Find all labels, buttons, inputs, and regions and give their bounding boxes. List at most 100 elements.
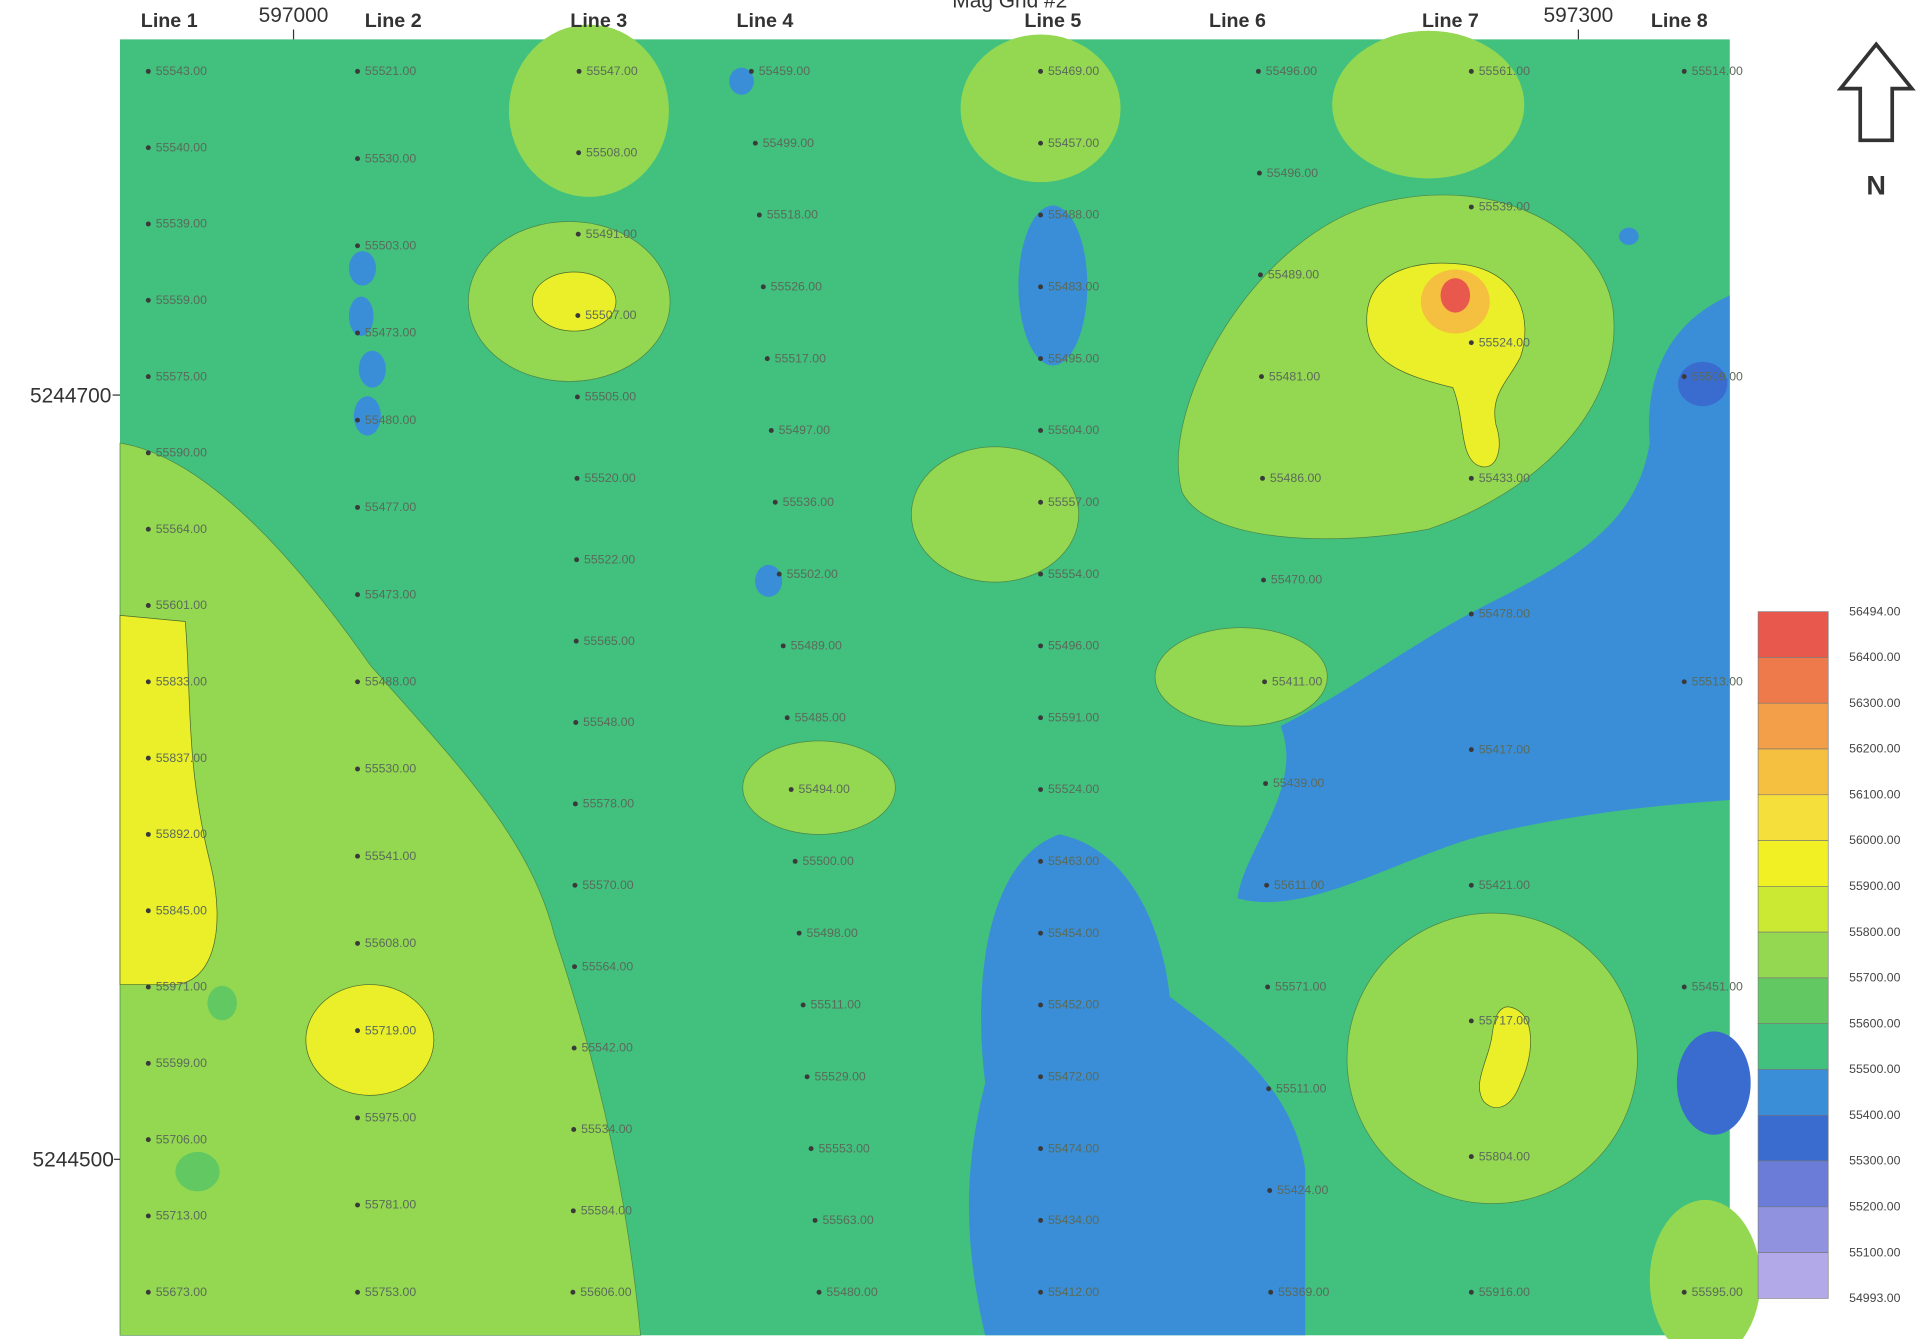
station-point	[1469, 612, 1474, 617]
station-point	[1038, 1003, 1043, 1008]
station-point	[1469, 205, 1474, 210]
station-reading: 55524.00	[1048, 782, 1099, 796]
contour-zone	[911, 447, 1078, 582]
station-reading: 55511.00	[811, 998, 862, 1012]
station-point	[146, 756, 151, 761]
station-point	[817, 1290, 822, 1295]
line-label: Line 8	[1651, 10, 1708, 32]
station-point	[781, 643, 786, 648]
station-point	[749, 69, 754, 74]
station-reading: 55369.00	[1278, 1285, 1329, 1299]
station-reading: 55529.00	[814, 1069, 865, 1083]
station-reading: 55489.00	[791, 639, 842, 653]
legend-label: 55400.00	[1849, 1108, 1900, 1122]
station-point	[355, 1203, 360, 1208]
station-point	[1682, 374, 1687, 379]
station-reading: 55548.00	[583, 715, 634, 729]
station-point	[1469, 340, 1474, 345]
station-point	[1038, 428, 1043, 433]
station-point	[765, 356, 770, 361]
station-reading: 55557.00	[1048, 495, 1099, 509]
station-point	[1259, 374, 1264, 379]
station-point	[146, 832, 151, 837]
station-point	[575, 313, 580, 318]
station-reading: 55498.00	[807, 926, 858, 940]
station-point	[146, 1061, 151, 1066]
station-point	[1682, 69, 1687, 74]
contour-zone	[755, 565, 782, 597]
contour-zone	[1677, 1031, 1751, 1134]
station-point	[355, 418, 360, 423]
station-reading: 55488.00	[365, 674, 416, 688]
legend-swatch	[1758, 841, 1828, 887]
legend-label: 55200.00	[1849, 1200, 1900, 1214]
station-point	[1469, 476, 1474, 481]
station-point	[571, 1208, 576, 1213]
north-label: N	[1866, 169, 1886, 200]
station-point	[1038, 1146, 1043, 1151]
station-point	[1038, 859, 1043, 864]
station-point	[777, 572, 782, 577]
legend-label: 56000.00	[1849, 833, 1900, 847]
station-reading: 55412.00	[1048, 1285, 1099, 1299]
station-point	[146, 374, 151, 379]
station-point	[574, 639, 579, 644]
line-label: Line 7	[1422, 10, 1479, 32]
contour-zone	[961, 34, 1121, 182]
legend-swatch	[1758, 1253, 1828, 1299]
station-point	[1469, 883, 1474, 888]
station-point	[146, 985, 151, 990]
station-point	[355, 1028, 360, 1033]
station-point	[1682, 985, 1687, 990]
station-reading: 55575.00	[156, 369, 207, 383]
station-point	[1256, 69, 1261, 74]
station-point	[572, 1046, 577, 1051]
station-point	[576, 232, 581, 237]
station-point	[1038, 1290, 1043, 1295]
station-reading: 55520.00	[584, 471, 635, 485]
station-point	[571, 1127, 576, 1132]
station-point	[573, 801, 578, 806]
station-point	[355, 592, 360, 597]
station-reading: 55706.00	[156, 1132, 207, 1146]
station-point	[1260, 476, 1265, 481]
station-point	[355, 156, 360, 161]
station-point	[1038, 69, 1043, 74]
station-point	[355, 243, 360, 248]
station-reading: 55717.00	[1479, 1014, 1530, 1028]
station-reading: 55494.00	[799, 782, 850, 796]
station-point	[1262, 679, 1267, 684]
station-reading: 55833.00	[156, 674, 207, 688]
station-reading: 55837.00	[156, 751, 207, 765]
station-reading: 55433.00	[1479, 471, 1530, 485]
station-point	[1264, 883, 1269, 888]
station-point	[1469, 747, 1474, 752]
easting-label: 597300	[1544, 4, 1614, 27]
station-reading: 55496.00	[1048, 639, 1099, 653]
station-point	[577, 69, 582, 74]
station-point	[575, 394, 580, 399]
station-reading: 55463.00	[1048, 854, 1099, 868]
contour-zone	[175, 1152, 219, 1191]
station-reading: 55472.00	[1048, 1069, 1099, 1083]
station-reading: 55511.00	[1276, 1081, 1327, 1095]
station-reading: 55892.00	[156, 827, 207, 841]
station-point	[1038, 931, 1043, 936]
station-point	[769, 428, 774, 433]
line-label: Line 5	[1024, 10, 1081, 32]
station-reading: 55804.00	[1479, 1149, 1530, 1163]
station-point	[146, 527, 151, 532]
station-reading: 55417.00	[1479, 742, 1530, 756]
station-point	[1266, 1086, 1271, 1091]
line-label: Line 2	[365, 10, 422, 32]
legend-swatch	[1758, 1207, 1828, 1253]
station-point	[1267, 1188, 1272, 1193]
station-reading: 55477.00	[365, 500, 416, 514]
station-reading: 55542.00	[582, 1041, 633, 1055]
station-point	[355, 679, 360, 684]
station-reading: 55554.00	[1048, 567, 1099, 581]
line-label: Line 6	[1209, 10, 1266, 32]
station-reading: 55504.00	[1048, 423, 1099, 437]
legend-swatch	[1758, 886, 1828, 932]
legend-label: 55800.00	[1849, 925, 1900, 939]
